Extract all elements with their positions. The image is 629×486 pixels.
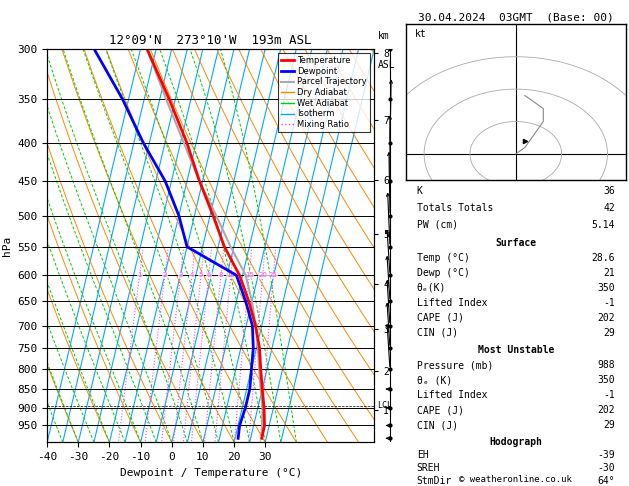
Text: 6: 6 <box>206 272 211 278</box>
Text: StmDir: StmDir <box>416 476 452 486</box>
Text: CAPE (J): CAPE (J) <box>416 313 464 323</box>
Text: 202: 202 <box>597 313 615 323</box>
Text: 10: 10 <box>226 272 235 278</box>
Text: 21: 21 <box>603 268 615 278</box>
Text: 4: 4 <box>190 272 194 278</box>
Text: 5: 5 <box>199 272 203 278</box>
Text: CIN (J): CIN (J) <box>416 420 458 430</box>
Text: Totals Totals: Totals Totals <box>416 203 493 213</box>
Text: Most Unstable: Most Unstable <box>477 345 554 355</box>
Text: 1: 1 <box>137 272 142 278</box>
Text: 5.14: 5.14 <box>591 220 615 230</box>
Text: EH: EH <box>416 450 428 460</box>
Text: 3: 3 <box>178 272 182 278</box>
Text: -30: -30 <box>597 463 615 473</box>
X-axis label: Dewpoint / Temperature (°C): Dewpoint / Temperature (°C) <box>120 468 302 478</box>
Text: CIN (J): CIN (J) <box>416 328 458 338</box>
Text: Temp (°C): Temp (°C) <box>416 253 470 263</box>
Legend: Temperature, Dewpoint, Parcel Trajectory, Dry Adiabat, Wet Adiabat, Isotherm, Mi: Temperature, Dewpoint, Parcel Trajectory… <box>278 53 370 132</box>
Text: 28.6: 28.6 <box>591 253 615 263</box>
Text: km: km <box>377 31 389 41</box>
Text: CAPE (J): CAPE (J) <box>416 405 464 415</box>
Text: Surface: Surface <box>495 238 537 248</box>
Text: Pressure (mb): Pressure (mb) <box>416 360 493 370</box>
Text: 350: 350 <box>597 283 615 293</box>
Text: 2: 2 <box>163 272 167 278</box>
Text: 8: 8 <box>219 272 223 278</box>
Text: 36: 36 <box>603 186 615 196</box>
Text: -39: -39 <box>597 450 615 460</box>
Text: θₑ(K): θₑ(K) <box>416 283 446 293</box>
Y-axis label: hPa: hPa <box>2 235 12 256</box>
Text: Lifted Index: Lifted Index <box>416 390 487 400</box>
Text: -1: -1 <box>603 390 615 400</box>
Title: 12°09'N  273°10'W  193m ASL: 12°09'N 273°10'W 193m ASL <box>109 35 312 48</box>
Text: 15: 15 <box>245 272 253 278</box>
Text: 29: 29 <box>603 328 615 338</box>
Text: 988: 988 <box>597 360 615 370</box>
Text: K: K <box>416 186 423 196</box>
Text: θₑ (K): θₑ (K) <box>416 375 452 385</box>
Text: 29: 29 <box>603 420 615 430</box>
Text: © weatheronline.co.uk: © weatheronline.co.uk <box>459 474 572 484</box>
Text: LCL: LCL <box>377 401 392 411</box>
Text: 350: 350 <box>597 375 615 385</box>
Text: 20: 20 <box>259 272 267 278</box>
Text: Hodograph: Hodograph <box>489 436 542 447</box>
Text: 30.04.2024  03GMT  (Base: 00): 30.04.2024 03GMT (Base: 00) <box>418 12 614 22</box>
Text: ASL: ASL <box>377 60 395 70</box>
Text: kt: kt <box>415 29 426 39</box>
Text: PW (cm): PW (cm) <box>416 220 458 230</box>
Text: Dewp (°C): Dewp (°C) <box>416 268 470 278</box>
Text: 25: 25 <box>269 272 277 278</box>
Text: -1: -1 <box>603 298 615 308</box>
Text: Lifted Index: Lifted Index <box>416 298 487 308</box>
Text: 64°: 64° <box>597 476 615 486</box>
Text: 42: 42 <box>603 203 615 213</box>
Text: 202: 202 <box>597 405 615 415</box>
Text: SREH: SREH <box>416 463 440 473</box>
